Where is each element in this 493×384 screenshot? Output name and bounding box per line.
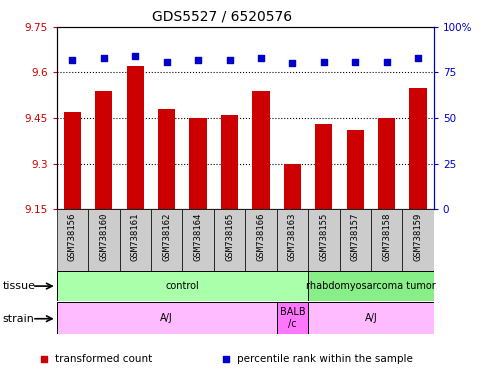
- Text: GSM738158: GSM738158: [382, 212, 391, 261]
- Bar: [347, 130, 364, 209]
- Point: [414, 55, 422, 61]
- Bar: [252, 91, 270, 209]
- Bar: [57, 209, 88, 271]
- Point: [320, 58, 328, 65]
- Text: transformed count: transformed count: [55, 354, 152, 364]
- Point: [257, 55, 265, 61]
- Point: [131, 53, 139, 59]
- Bar: [88, 209, 119, 271]
- Bar: [119, 209, 151, 271]
- Point: [226, 56, 234, 63]
- Text: GSM738162: GSM738162: [162, 212, 171, 261]
- Bar: [308, 209, 340, 271]
- Bar: [127, 66, 144, 209]
- Bar: [277, 209, 308, 271]
- Text: GSM738155: GSM738155: [319, 212, 328, 261]
- Bar: [378, 118, 395, 209]
- Text: GDS5527 / 6520576: GDS5527 / 6520576: [152, 10, 292, 23]
- Text: GSM738164: GSM738164: [194, 212, 203, 261]
- Text: GSM738166: GSM738166: [256, 212, 266, 261]
- Point: [100, 55, 108, 61]
- Point: [69, 56, 76, 63]
- Bar: [277, 302, 308, 334]
- Text: GSM738161: GSM738161: [131, 212, 140, 261]
- Bar: [64, 112, 81, 209]
- Text: A/J: A/J: [365, 313, 377, 323]
- Bar: [340, 209, 371, 271]
- Text: GSM738157: GSM738157: [351, 212, 360, 261]
- Bar: [402, 209, 434, 271]
- Bar: [57, 271, 308, 301]
- Bar: [315, 124, 332, 209]
- Text: rhabdomyosarcoma tumor: rhabdomyosarcoma tumor: [306, 281, 436, 291]
- Text: GSM738163: GSM738163: [288, 212, 297, 261]
- Bar: [410, 88, 427, 209]
- Bar: [284, 164, 301, 209]
- Point: [194, 56, 202, 63]
- Text: tissue: tissue: [2, 281, 35, 291]
- Text: GSM738159: GSM738159: [414, 212, 423, 261]
- Text: percentile rank within the sample: percentile rank within the sample: [237, 354, 413, 364]
- Point: [163, 58, 171, 65]
- Text: control: control: [166, 281, 199, 291]
- Bar: [214, 209, 246, 271]
- Bar: [371, 209, 402, 271]
- Bar: [308, 271, 434, 301]
- Bar: [158, 109, 176, 209]
- Bar: [57, 302, 277, 334]
- Text: strain: strain: [2, 314, 35, 324]
- Point: [352, 58, 359, 65]
- Text: GSM738160: GSM738160: [99, 212, 108, 261]
- Point: [383, 58, 390, 65]
- Bar: [95, 91, 112, 209]
- Point: [40, 356, 48, 362]
- Bar: [189, 118, 207, 209]
- Bar: [308, 302, 434, 334]
- Point: [288, 60, 296, 66]
- Bar: [221, 115, 238, 209]
- Bar: [182, 209, 214, 271]
- Text: GSM738156: GSM738156: [68, 212, 77, 261]
- Bar: [151, 209, 182, 271]
- Bar: [245, 209, 277, 271]
- Text: A/J: A/J: [160, 313, 173, 323]
- Point: [222, 356, 230, 362]
- Text: GSM738165: GSM738165: [225, 212, 234, 261]
- Text: BALB
/c: BALB /c: [280, 307, 305, 329]
